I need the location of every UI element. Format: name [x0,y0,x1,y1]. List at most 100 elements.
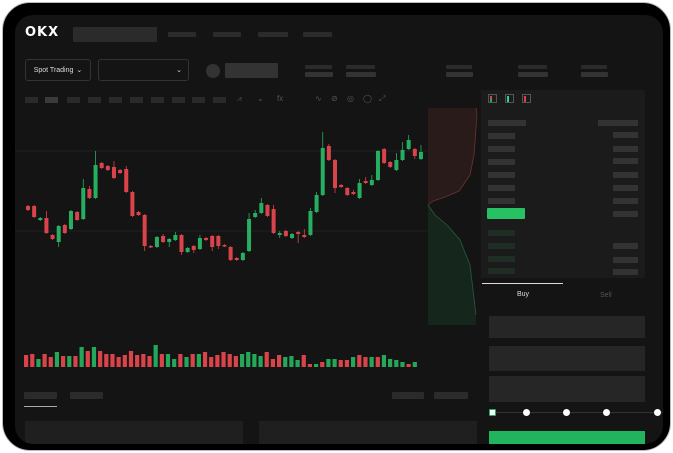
candle-body [161,236,166,242]
nav-item[interactable] [258,32,288,37]
candle-body [388,162,393,167]
book-size [613,146,638,152]
pair-dropdown[interactable]: ⌄ [98,59,189,81]
last-price [487,208,525,219]
tab-order-history[interactable] [70,392,103,399]
interval-option[interactable] [45,97,58,103]
tab-sell[interactable]: Sell [600,292,612,299]
candle-body [333,160,337,188]
settings-icon[interactable]: ◎ [347,94,354,103]
ask-row [488,198,515,204]
nav-item[interactable] [213,32,241,37]
buy-tab-underline [482,283,563,284]
candle-body [105,166,110,170]
volume-bar [85,351,90,367]
tab-buy[interactable]: Buy [517,291,530,298]
interval-option[interactable] [109,97,122,103]
volume-bar [338,360,343,367]
candle-body [369,180,374,185]
pen-icon[interactable]: ⊘ [331,94,338,103]
interval-icon[interactable]: ⌄ [257,94,264,103]
interval-option[interactable] [130,97,143,103]
orders-action[interactable] [434,392,468,399]
slider-mark-100[interactable] [654,409,661,416]
volume-bar [30,354,35,367]
fullscreen-icon[interactable]: ⤢ [379,94,386,103]
candle-body [38,218,43,220]
total-input[interactable] [489,376,645,402]
volume-bar [326,359,331,367]
book-size [613,172,638,178]
ask-row [488,146,515,152]
interval-option[interactable] [67,97,80,103]
interval-option[interactable] [25,97,38,103]
interval-option[interactable] [172,97,185,103]
nav-item[interactable] [303,32,332,37]
candle-type-icon[interactable]: ⩘ [237,94,242,103]
candle-body [204,238,209,240]
volume-bar [283,357,288,367]
volume-bar [221,352,226,367]
candle-body [302,235,307,237]
candle-body [382,149,387,163]
stat-value [446,72,473,77]
volume-bar [135,355,140,367]
volume-bar [215,355,220,367]
line-tool-icon[interactable]: ∿ [315,94,322,103]
candle-body [148,246,153,248]
volume-bar [110,354,115,367]
buy-submit-button[interactable] [489,431,645,444]
candle-body [167,239,172,242]
book-asks-icon[interactable] [522,94,531,103]
volume-bar [42,354,47,367]
stat-label [581,65,607,69]
candle-body [308,211,313,235]
candle-body [412,149,417,156]
camera-icon[interactable]: ◯ [363,94,372,103]
nav-item[interactable] [168,32,196,37]
interval-option[interactable] [192,97,205,103]
candle-body [191,246,196,250]
orders-action[interactable] [392,392,424,399]
interval-option[interactable] [151,97,164,103]
search-bar[interactable] [73,27,157,42]
candle-body [99,163,104,168]
volume-bar [412,362,417,367]
volume-bar [98,351,103,367]
candle-body [179,235,184,252]
candle-body [136,212,141,215]
okx-logo[interactable]: OKX [25,25,60,40]
slider-mark-50[interactable] [563,409,570,416]
book-size [613,269,638,275]
slider-handle[interactable] [489,409,496,416]
candle-body [87,189,92,198]
indicator-icon[interactable]: fx [277,94,284,103]
candle-body [44,218,49,233]
slider-mark-25[interactable] [523,409,530,416]
amount-slider[interactable] [493,412,663,413]
amount-input[interactable] [489,346,645,371]
price-chart[interactable] [15,15,663,444]
candle-body [210,236,215,247]
candle-body [296,232,301,234]
tab-open-orders[interactable] [24,392,57,399]
book-size [598,120,638,126]
candle-body [394,160,399,170]
volume-bar [351,357,356,367]
candle-body [111,167,116,178]
candle-body [216,236,221,246]
stat-label [305,65,332,69]
volume-bar [276,355,282,367]
assets-panel [259,421,477,444]
spot-trading-button[interactable]: Spot Trading ⌄ [25,59,91,81]
volume-bar [141,354,146,367]
interval-option[interactable] [213,97,226,103]
interval-option[interactable] [88,97,101,103]
candle-body [283,231,288,236]
volume-bar [48,357,53,367]
slider-mark-75[interactable] [603,409,610,416]
book-bids-icon[interactable] [505,94,514,103]
volume-bar [252,354,257,367]
book-both-icon[interactable] [488,94,497,103]
price-input[interactable] [489,316,645,338]
